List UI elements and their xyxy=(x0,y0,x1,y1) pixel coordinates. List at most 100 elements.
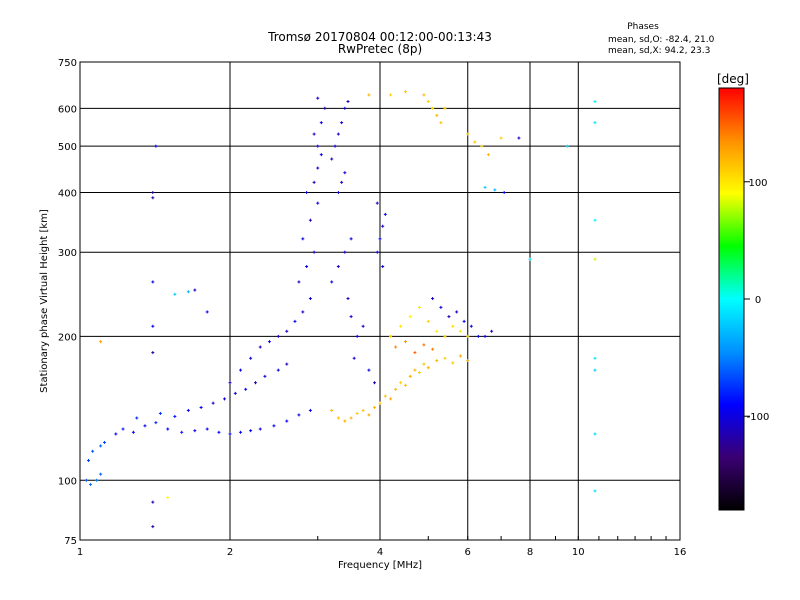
data-point xyxy=(435,113,439,117)
chart-title: Tromsø 20170804 00:12:00-00:13:43 xyxy=(267,30,492,44)
phases-x-stats: mean, sd,X: 94.2, 23.3 xyxy=(608,46,710,56)
x-tick-label: 8 xyxy=(527,547,533,558)
data-point xyxy=(346,100,350,104)
x-tick-label: 2 xyxy=(227,547,233,558)
data-point xyxy=(173,414,177,418)
data-point xyxy=(486,153,490,157)
data-point xyxy=(431,347,435,351)
data-point xyxy=(151,351,155,355)
y-tick-label: 600 xyxy=(58,104,77,115)
data-point xyxy=(228,381,232,385)
data-point xyxy=(340,180,344,184)
data-point xyxy=(431,106,435,110)
data-point xyxy=(422,343,426,347)
data-point xyxy=(199,405,203,409)
data-point xyxy=(173,292,177,296)
data-point xyxy=(316,201,320,205)
data-point xyxy=(466,359,470,363)
data-point xyxy=(483,185,487,189)
data-point xyxy=(330,280,334,284)
data-point xyxy=(408,374,412,378)
data-point xyxy=(193,288,197,292)
data-point xyxy=(355,334,359,338)
data-point xyxy=(593,489,597,493)
colorbar-ticks: 100 0 -100 xyxy=(744,178,769,423)
data-point xyxy=(333,144,337,148)
data-point xyxy=(361,408,365,412)
data-point xyxy=(422,362,426,366)
data-point xyxy=(458,354,462,358)
data-point xyxy=(293,319,297,323)
data-point xyxy=(267,340,271,344)
data-point xyxy=(114,432,118,436)
data-point xyxy=(135,416,139,420)
data-point xyxy=(343,250,347,254)
data-point xyxy=(336,416,340,420)
data-point xyxy=(297,280,301,284)
data-point xyxy=(443,334,447,338)
data-point xyxy=(336,190,340,194)
data-point xyxy=(375,250,379,254)
plot-area: 1 2 4 6 8 10 16 75 100 200 300 400 500 600 750 xyxy=(58,58,686,558)
data-point xyxy=(389,397,393,401)
y-tick-label: 400 xyxy=(58,188,77,199)
data-point xyxy=(158,411,162,415)
y-tick-label: 750 xyxy=(58,58,77,69)
phases-o-stats: mean, sd,O: -82.4, 21.0 xyxy=(608,35,715,45)
data-point xyxy=(244,387,248,391)
data-point xyxy=(378,401,382,405)
data-point xyxy=(431,297,435,301)
data-point xyxy=(249,429,253,433)
data-point xyxy=(399,381,403,385)
data-point xyxy=(417,305,421,309)
data-point xyxy=(233,391,237,395)
data-point xyxy=(383,212,387,216)
data-point xyxy=(593,218,597,222)
data-point xyxy=(228,432,232,436)
data-point xyxy=(355,411,359,415)
data-point xyxy=(403,340,407,344)
data-point xyxy=(151,280,155,284)
data-point xyxy=(439,121,443,125)
data-point xyxy=(367,368,371,372)
data-point xyxy=(166,496,170,500)
data-point xyxy=(493,188,497,192)
data-point xyxy=(381,265,385,269)
data-point xyxy=(103,440,107,444)
x-tick-labels: 1 2 4 6 8 10 16 xyxy=(77,547,687,558)
data-point xyxy=(352,356,356,360)
phases-title: Phases xyxy=(627,22,659,32)
data-point xyxy=(154,421,158,425)
data-point xyxy=(517,136,521,140)
data-point xyxy=(378,237,382,241)
data-point xyxy=(383,394,387,398)
data-point xyxy=(258,345,262,349)
colorbar-tick-label: 100 xyxy=(748,178,767,189)
y-tick-label: 75 xyxy=(64,536,77,547)
data-point xyxy=(312,180,316,184)
data-point xyxy=(349,315,353,319)
data-point xyxy=(316,166,320,170)
data-point xyxy=(180,430,184,434)
data-point xyxy=(593,432,597,436)
data-point xyxy=(593,257,597,261)
data-point xyxy=(166,427,170,431)
data-point xyxy=(186,408,190,412)
data-point xyxy=(84,478,88,482)
data-point xyxy=(394,387,398,391)
data-point xyxy=(343,419,347,423)
data-point xyxy=(443,356,447,360)
data-point xyxy=(565,144,569,148)
data-point xyxy=(285,362,289,366)
data-point xyxy=(593,100,597,104)
data-point xyxy=(426,366,430,370)
data-point xyxy=(499,136,503,140)
data-point xyxy=(99,340,103,344)
data-point xyxy=(99,472,103,476)
data-point xyxy=(285,419,289,423)
data-point xyxy=(312,250,316,254)
data-point xyxy=(466,334,470,338)
y-tick-labels: 75 100 200 300 400 500 600 750 xyxy=(58,58,77,547)
data-point xyxy=(422,93,426,97)
